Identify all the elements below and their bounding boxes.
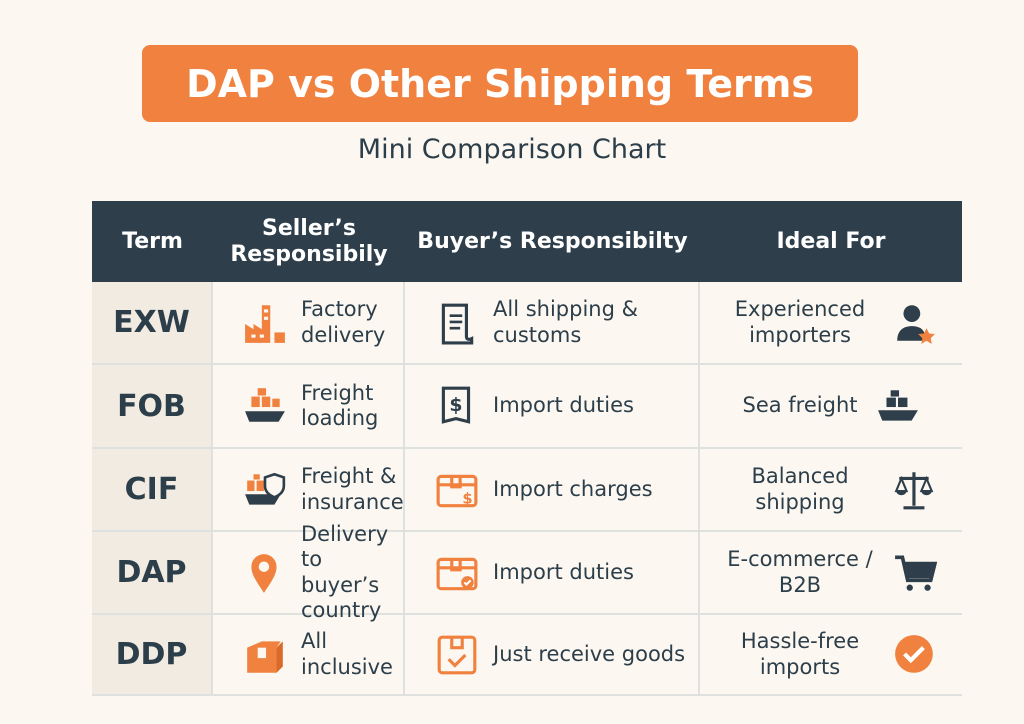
term-cell: DDP <box>92 615 213 694</box>
seller-text: Factory delivery <box>301 297 386 347</box>
ideal-cell: Experienced importers <box>700 282 962 363</box>
seller-text: Delivery to buyer’s country <box>301 522 389 622</box>
ideal-cell: E-commerce / B2B <box>700 532 962 613</box>
cargo-ship-icon <box>245 388 285 422</box>
table-row: FOB Freight loading $ Import duties Sea f… <box>92 365 962 449</box>
scales-icon <box>894 471 934 509</box>
seller-cell: Freight & insurance <box>213 449 405 530</box>
buyer-cell: $ Import charges <box>405 449 700 530</box>
buyer-cell: Just receive goods <box>405 615 700 694</box>
buyer-text: Import charges <box>493 476 653 501</box>
seller-cell: Freight loading <box>213 365 405 447</box>
page-title: DAP vs Other Shipping Terms <box>142 45 858 122</box>
header-buyer: Buyer’s Responsibilty <box>417 228 688 254</box>
ideal-text: Experienced importers <box>734 297 866 347</box>
table-row: CIF Freight & insurance $ Import charges … <box>92 449 962 532</box>
header-ideal: Ideal For <box>776 228 886 254</box>
term-cell: EXW <box>92 282 213 363</box>
seller-text: Freight & insurance <box>301 464 404 514</box>
buyer-text: Import duties <box>493 559 634 584</box>
ship-shield-icon <box>245 472 286 505</box>
comparison-table: Term Seller’s Responsibily Buyer’s Respo… <box>92 201 962 696</box>
buyer-cell: All shipping & customs <box>405 282 700 363</box>
term-cell: DAP <box>92 532 213 613</box>
dollar-document-icon: $ <box>441 386 471 424</box>
ideal-text: E-commerce / B2B <box>727 547 873 597</box>
ideal-text: Sea freight <box>742 393 858 418</box>
box-check-icon <box>436 557 478 590</box>
ship-icon <box>877 390 918 421</box>
buyer-text: Just receive goods <box>493 641 686 666</box>
svg-text:$: $ <box>449 395 462 416</box>
seller-text: All inclusive <box>301 629 393 679</box>
table-row: EXW Factory delivery All shipping & cust… <box>92 282 962 365</box>
header-seller: Seller’s Responsibily <box>230 216 388 267</box>
table-row: DDP All inclusive Just receive goods Has… <box>92 615 962 696</box>
buyer-text: Import duties <box>493 393 634 418</box>
box-checkmark-icon <box>437 635 477 674</box>
seller-cell: All inclusive <box>213 615 405 694</box>
box-dollar-icon: $ <box>436 474 478 507</box>
ideal-text: Hassle-free imports <box>740 629 860 679</box>
package-icon <box>247 640 283 673</box>
page-subtitle: Mini Comparison Chart <box>357 134 667 165</box>
ideal-cell: Balanced shipping <box>700 449 962 530</box>
user-star-icon <box>897 304 935 344</box>
factory-icon <box>245 304 285 343</box>
table-header: Term Seller’s Responsibily Buyer’s Respo… <box>92 201 962 282</box>
ideal-cell: Hassle-free imports <box>700 615 962 694</box>
seller-cell: Factory delivery <box>213 282 405 363</box>
document-icon <box>441 303 474 344</box>
buyer-cell: $ Import duties <box>405 365 700 447</box>
term-cell: CIF <box>92 449 213 530</box>
seller-text: Freight loading <box>301 380 379 430</box>
location-pin-icon <box>251 553 277 593</box>
table-row: DAP Delivery to buyer’s country Import d… <box>92 522 962 622</box>
seller-cell: Delivery to buyer’s country <box>213 522 405 622</box>
buyer-text: All shipping & customs <box>493 297 638 347</box>
term-cell: FOB <box>92 365 213 447</box>
buyer-cell: Import duties <box>405 532 700 613</box>
cart-icon <box>895 554 937 591</box>
check-circle-icon <box>895 634 933 673</box>
svg-text:$: $ <box>462 490 472 507</box>
ideal-text: Balanced shipping <box>751 464 849 514</box>
header-term: Term <box>122 228 183 254</box>
ideal-cell: Sea freight <box>700 365 962 447</box>
